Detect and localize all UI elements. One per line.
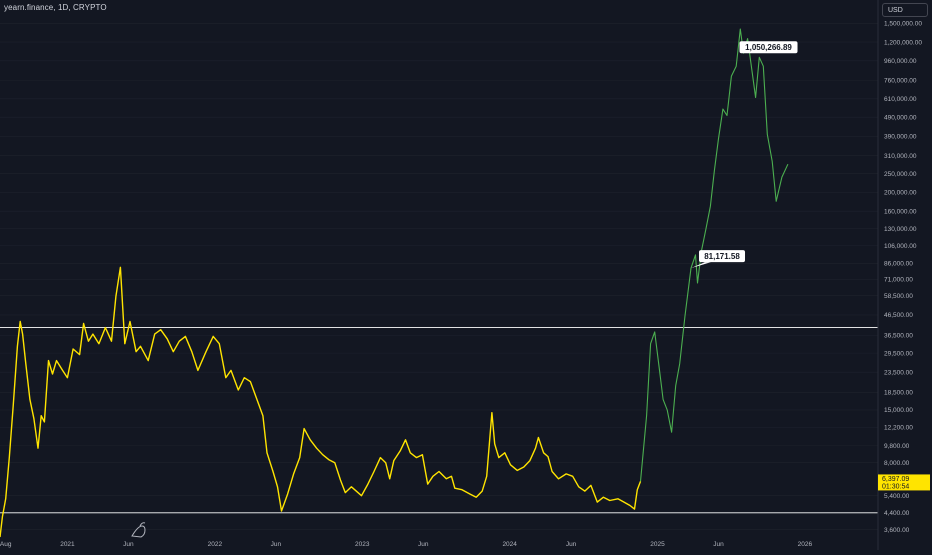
price-axis-label: 36,500.00: [884, 333, 913, 340]
price-axis-label: 130,000.00: [884, 226, 917, 233]
time-axis-label: Jun: [566, 541, 577, 548]
break-callout-box: [699, 250, 746, 263]
price-axis-label: 960,000.00: [884, 58, 917, 65]
price-series: [0, 28, 789, 538]
price-axis-label: 46,500.00: [884, 312, 913, 319]
price-axis-label: 200,000.00: [884, 190, 917, 197]
projection-price-line: [639, 28, 789, 482]
price-axis-label: 1,500,000.00: [884, 21, 922, 28]
price-axis-label: 29,500.00: [884, 350, 913, 357]
price-axis-label: 160,000.00: [884, 208, 917, 215]
price-axis-label: 86,000.00: [884, 261, 913, 268]
price-axis-label: 5,400.00: [884, 493, 910, 500]
price-axis-label: 310,000.00: [884, 153, 917, 160]
price-axis-label: 12,200.00: [884, 425, 913, 432]
price-axis-label: 490,000.00: [884, 115, 917, 122]
break-callout-pointer: [691, 262, 712, 269]
time-axis-label: 2023: [355, 541, 370, 548]
break-callout-text: 81,171.58: [704, 252, 740, 261]
price-axis-label: 1,200,000.00: [884, 39, 922, 46]
price-axis: 1,500,000.00 1,200,000.00 960,000.00 760,00…: [877, 0, 922, 550]
time-axis-label: 2025: [650, 541, 665, 548]
peak-callout-text: 1,050,266.89: [745, 43, 792, 52]
chart-title: yearn.finance, 1D, CRYPTO: [4, 3, 107, 12]
price-axis-label: 4,400.00: [884, 510, 910, 517]
time-axis-label: 2026: [798, 541, 813, 548]
time-axis: Aug 2021 Jun 2022 Jun 2023 Jun 2024 Jun 2025 Jun 20…: [0, 541, 813, 548]
price-axis-label: 23,500.00: [884, 370, 913, 377]
time-axis-label: Jun: [713, 541, 724, 548]
price-axis-label: 15,000.00: [884, 407, 913, 414]
price-axis-label: 18,500.00: [884, 390, 913, 397]
historical-price-line: [0, 266, 642, 538]
price-axis-label: 58,500.00: [884, 293, 913, 300]
price-axis-label: 760,000.00: [884, 78, 917, 85]
price-axis-label: 71,000.00: [884, 277, 913, 284]
price-axis-label: 9,800.00: [884, 443, 910, 450]
grid: [0, 23, 878, 530]
time-axis-label: Jun: [271, 541, 282, 548]
horizontal-levels: [0, 327, 878, 514]
time-axis-label: 2021: [60, 541, 75, 548]
price-axis-label: 390,000.00: [884, 134, 917, 141]
price-axis-label: 106,000.00: [884, 243, 917, 250]
time-axis-label: 2024: [502, 541, 517, 548]
time-axis-label: Jun: [123, 541, 134, 548]
last-price-badge: [878, 474, 930, 491]
last-price-value: 6,397.09: [882, 476, 909, 483]
peak-callout-box: [739, 41, 798, 54]
price-axis-label: 8,000.00: [884, 460, 910, 467]
tradingview-logo-icon: [131, 522, 146, 538]
currency-selector[interactable]: USD: [882, 3, 928, 17]
time-axis-label: Jun: [418, 541, 429, 548]
price-axis-label: 250,000.00: [884, 171, 917, 178]
price-axis-label: 610,000.00: [884, 96, 917, 103]
candle-countdown: 01:30:54: [882, 483, 909, 490]
price-axis-label: 3,600.00: [884, 527, 910, 534]
time-axis-label: 2022: [208, 541, 223, 548]
time-axis-label: Aug: [0, 541, 12, 548]
